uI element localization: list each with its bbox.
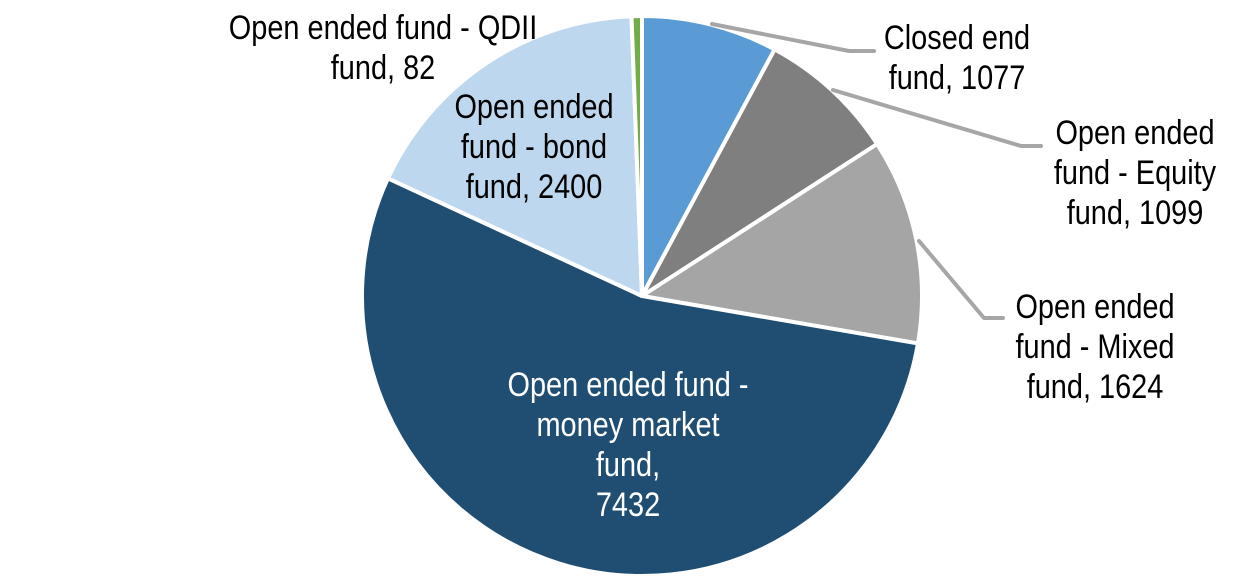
leader-line-closed-end-fund [710, 22, 876, 53]
pie-slice-2[interactable] [640, 142, 924, 346]
leader-line-mixed-fund [917, 239, 1005, 320]
leader-lines [710, 22, 1043, 320]
pie-slices [360, 14, 924, 578]
pie-slice-4[interactable] [385, 14, 644, 298]
pie-slice-5[interactable] [629, 14, 644, 298]
pie-slice-3[interactable] [360, 176, 920, 578]
leader-line-equity-fund [831, 88, 1043, 148]
